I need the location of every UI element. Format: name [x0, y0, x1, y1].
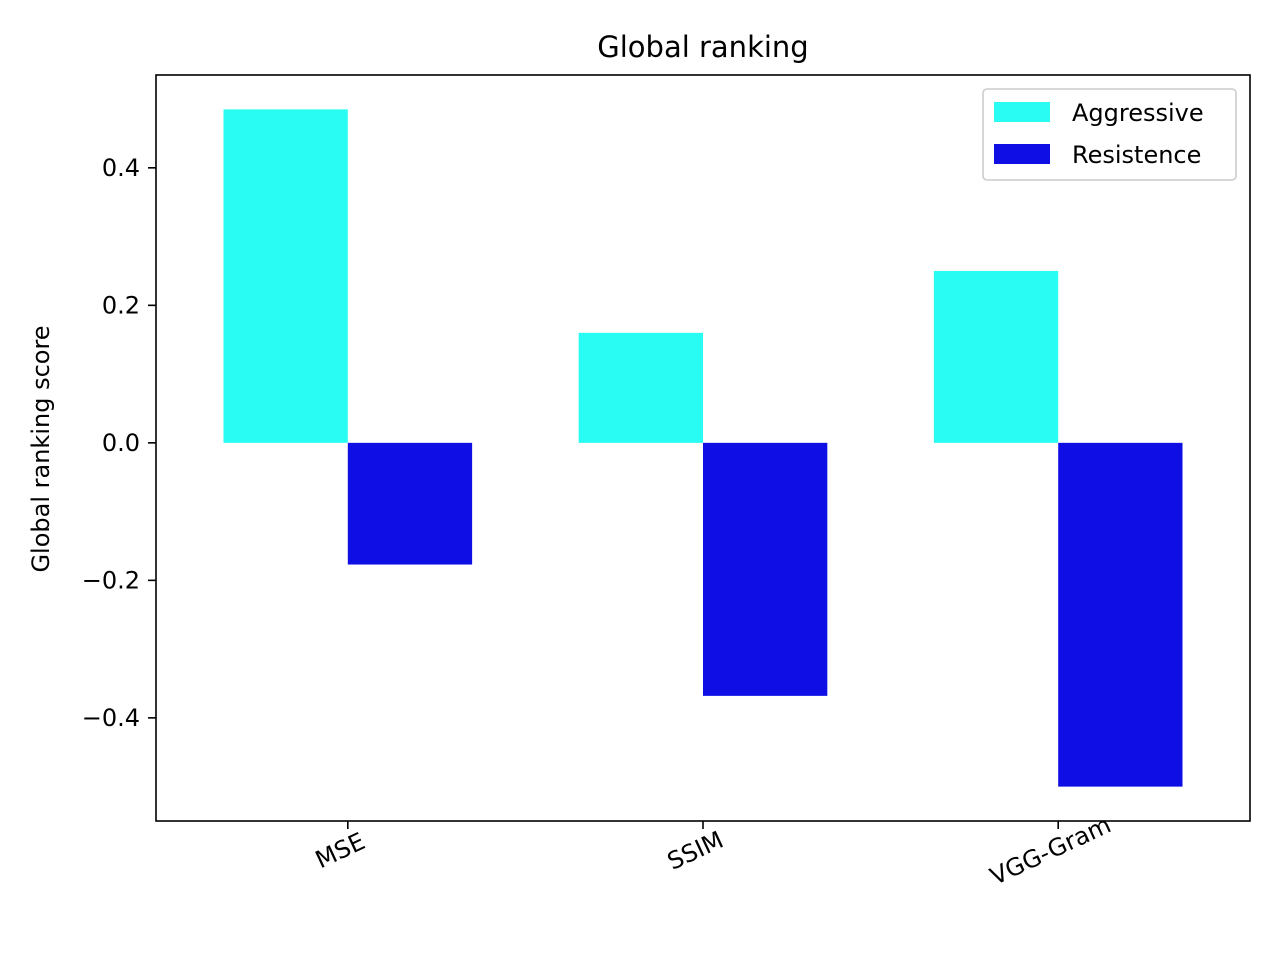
legend-swatch-resistence	[994, 144, 1050, 164]
y-tick-label: 0.4	[102, 154, 140, 182]
chart-title: Global ranking	[597, 30, 808, 64]
y-tick-label: 0.0	[102, 429, 140, 457]
y-tick-label: −0.4	[82, 704, 140, 732]
legend-swatch-aggressive	[994, 102, 1050, 122]
legend-label-resistence: Resistence	[1072, 141, 1201, 169]
bar-aggressive-mse	[223, 109, 348, 443]
bar-resistence-mse	[347, 442, 473, 565]
y-tick-label: −0.2	[82, 566, 140, 594]
y-tick-label: 0.2	[102, 291, 140, 319]
bar-resistence-ssim	[703, 442, 828, 696]
y-axis-label: Global ranking score	[27, 325, 55, 572]
bar-aggressive-vgg-gram	[933, 270, 1059, 443]
bar-resistence-vgg-gram	[1058, 442, 1183, 787]
bars-group	[223, 109, 1183, 787]
legend-label-aggressive: Aggressive	[1072, 99, 1204, 127]
y-axis: 0.4 0.2 0.0 −0.2 −0.4	[82, 154, 156, 732]
legend: Aggressive Resistence	[982, 88, 1237, 181]
bar-aggressive-ssim	[578, 332, 703, 443]
